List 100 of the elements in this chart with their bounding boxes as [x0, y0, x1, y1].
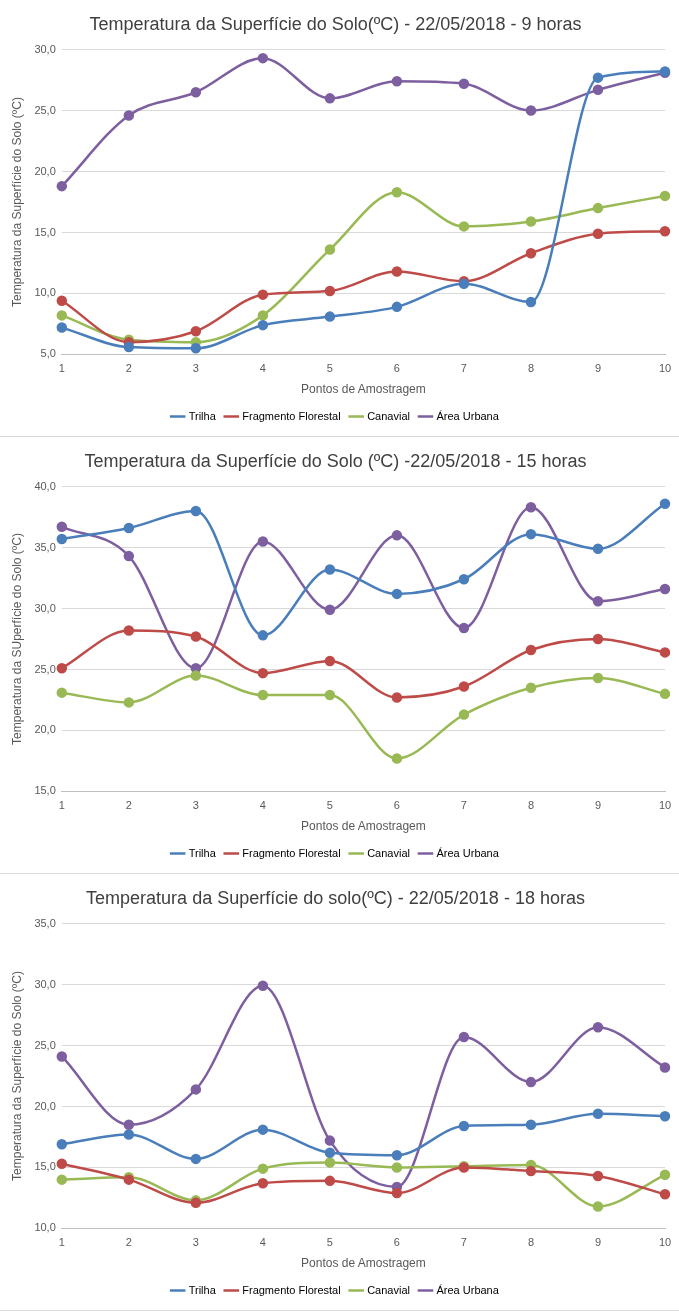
- point: [257, 289, 269, 300]
- point: [592, 672, 604, 684]
- point: [391, 266, 403, 277]
- point: [257, 630, 269, 641]
- point: [659, 1062, 671, 1073]
- point: [391, 530, 403, 541]
- point: [56, 180, 68, 192]
- point: [257, 1178, 269, 1189]
- y-tick-label: 35,0: [34, 916, 56, 929]
- point: [324, 285, 336, 297]
- y-tick-label: 25,0: [34, 662, 56, 675]
- point: [190, 87, 202, 98]
- point: [56, 1174, 68, 1185]
- y-axis-title: Temperatura da Superfície do Solo (ºC): [9, 97, 24, 307]
- x-tick-label: 1: [58, 1236, 65, 1249]
- point: [525, 528, 537, 540]
- y-tick-label: 30,0: [34, 977, 56, 990]
- legend-label: Área Urbana: [436, 409, 500, 422]
- point: [56, 521, 68, 533]
- y-tick-label: 25,0: [34, 103, 56, 116]
- y-tick-label: 25,0: [34, 1038, 56, 1051]
- point: [391, 301, 403, 313]
- x-tick-label: 4: [259, 1236, 266, 1249]
- point: [257, 980, 269, 992]
- chart-title: Temperatura da Superfície do Solo (ºC) -22/05/2018 - 15 horas: [84, 450, 587, 471]
- point: [458, 681, 470, 692]
- point: [525, 644, 537, 656]
- point: [391, 76, 403, 87]
- point: [592, 595, 604, 607]
- x-axis-title: Pontos de Amostragem: [301, 1256, 426, 1271]
- point: [190, 1084, 202, 1095]
- point: [458, 574, 470, 585]
- point: [257, 310, 269, 321]
- point: [257, 1163, 269, 1174]
- point: [592, 72, 604, 83]
- point: [324, 93, 336, 104]
- legend-label: Fragmento Florestal: [242, 846, 341, 859]
- point: [257, 1124, 269, 1135]
- y-tick-label: 10,0: [34, 1221, 56, 1234]
- x-axis-title: Pontos de Amostragem: [301, 382, 426, 397]
- point: [592, 84, 604, 96]
- x-tick-label: 5: [326, 1236, 333, 1249]
- x-tick-label: 9: [594, 1236, 602, 1249]
- x-tick-label: 10: [658, 362, 672, 375]
- point: [324, 689, 336, 701]
- point: [56, 310, 68, 321]
- point: [123, 341, 135, 353]
- point: [659, 688, 671, 700]
- point: [190, 343, 202, 354]
- x-tick-label: 9: [594, 799, 602, 812]
- point: [525, 682, 537, 694]
- legend-label: Fragmento Florestal: [242, 409, 341, 422]
- point: [324, 1157, 336, 1168]
- x-axis-title: Pontos de Amostragem: [301, 819, 426, 834]
- point: [324, 1175, 336, 1187]
- point: [190, 325, 202, 337]
- point: [458, 622, 470, 634]
- x-tick-label: 7: [460, 799, 467, 812]
- point: [123, 522, 135, 534]
- point: [659, 498, 671, 509]
- y-tick-label: 30,0: [34, 601, 56, 614]
- point: [324, 311, 336, 322]
- point: [525, 105, 537, 116]
- point: [324, 655, 336, 667]
- point: [525, 502, 537, 513]
- point: [592, 1021, 604, 1033]
- y-tick-label: 35,0: [34, 540, 56, 553]
- x-tick-label: 5: [326, 799, 333, 812]
- point: [592, 633, 604, 645]
- chart-title: Temperatura da Superfície do solo(ºC) - 22/05/2018 - 18 horas: [86, 887, 585, 908]
- x-tick-label: 9: [594, 362, 602, 375]
- point: [391, 588, 403, 600]
- point: [525, 296, 537, 308]
- legend-label: Trilha: [188, 409, 217, 422]
- point: [324, 1135, 336, 1146]
- legend-label: Fragmento Florestal: [242, 1283, 341, 1296]
- point: [56, 1051, 68, 1062]
- point: [324, 1147, 336, 1159]
- point: [659, 226, 671, 237]
- point: [525, 1165, 537, 1177]
- y-tick-label: 5,0: [40, 347, 56, 360]
- point: [458, 1031, 470, 1043]
- point: [592, 543, 604, 555]
- point: [123, 625, 135, 636]
- point: [123, 697, 135, 708]
- point: [458, 78, 470, 89]
- point: [56, 1158, 68, 1170]
- x-tick-label: 6: [393, 799, 400, 812]
- legend-label: Canavial: [367, 846, 410, 859]
- point: [391, 753, 403, 764]
- point: [324, 604, 336, 615]
- point: [659, 190, 671, 202]
- point: [257, 689, 269, 701]
- point: [123, 110, 135, 121]
- point: [659, 1189, 671, 1200]
- legend-label: Trilha: [188, 1283, 217, 1296]
- point: [592, 1170, 604, 1182]
- point: [56, 533, 68, 545]
- y-tick-label: 15,0: [34, 225, 56, 238]
- point: [592, 228, 604, 239]
